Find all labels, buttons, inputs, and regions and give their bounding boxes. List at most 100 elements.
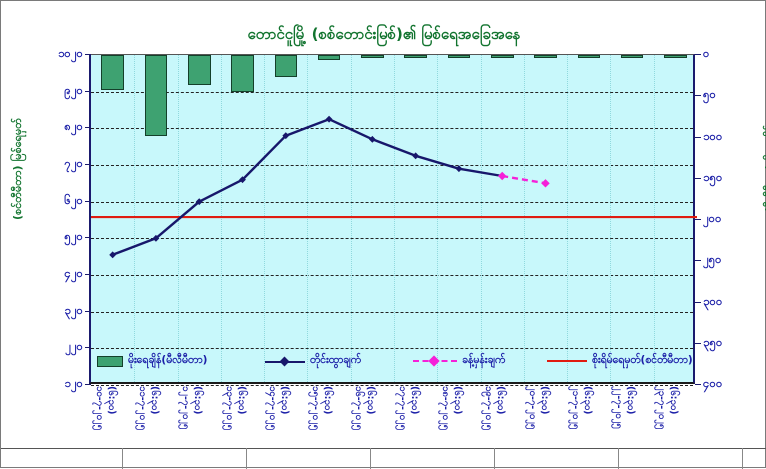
legend-item-label: စိုးရိမ်ရေမှတ်(စင်တီမီတာ) — [592, 353, 693, 366]
x-axis-tick-time: (၆:၃၀) — [625, 386, 637, 415]
x-axis-tick-time: (၆:၃၀) — [581, 386, 593, 415]
y-axis-left-tick-label: ၁၂၀ — [64, 376, 83, 390]
rainfall-bar — [664, 55, 687, 58]
rainfall-bar — [144, 55, 168, 136]
rainfall-bar — [188, 55, 211, 85]
y-axis-left-tickmark — [85, 200, 91, 202]
forecast-marker — [498, 171, 507, 181]
x-axis-ticks: ၁၀-၇-၂၀၂၅ (၆:၃၀) ၁၁-၇-၂၀၂၅ (၆:၃၀) ၁၂-၇-၂၀၂၅(… — [89, 386, 695, 464]
legend-line-marker-icon — [265, 356, 305, 367]
observed-marker — [282, 132, 290, 140]
forecast-line — [502, 174, 546, 185]
y-axis-left-tickmark — [85, 384, 91, 385]
y-axis-right-tickmark — [695, 95, 701, 97]
legend: မိုးရေချိန်(မီလီမီတာ) တိုင်းထွာချက် ခန့်မှ… — [97, 349, 693, 373]
gridline — [91, 165, 693, 166]
y-axis-right-tick-label: ၀ — [703, 46, 710, 60]
y-axis-left-tick-label: ၄၂၀ — [64, 266, 83, 280]
vertical-gridline — [610, 55, 612, 382]
x-axis-tick-time: (၆:၃၀) — [668, 386, 680, 415]
y-axis-left-tickmark — [85, 347, 91, 349]
y-axis-right-tick-label: ၃၅၀ — [703, 334, 723, 349]
gridline — [91, 128, 693, 130]
forecast-marker — [541, 179, 550, 188]
observed-marker — [412, 152, 420, 160]
y-axis-left-tick-label: ၃၂၀ — [64, 302, 83, 317]
observed-marker — [325, 115, 333, 123]
gridline — [91, 201, 693, 203]
vertical-gridline — [307, 55, 309, 382]
vertical-gridline — [134, 55, 136, 382]
rainfall-bar — [317, 55, 341, 60]
x-axis-tick-time: (၆:၃၀) — [148, 386, 160, 415]
y-axis-left-tickmark — [85, 237, 91, 239]
x-axis-tick-time: (၆:၃၀) — [192, 386, 204, 415]
gridline — [91, 311, 693, 313]
bottom-divider — [1, 448, 766, 449]
x-axis-tick-time: (၆:၃၀) — [538, 386, 550, 415]
legend-item: မိုးရေချိန်(မီလီမီတာ) — [97, 354, 207, 369]
rainfall-bar — [620, 55, 644, 59]
y-axis-left-tick-label: ၁၀၂၀ — [57, 46, 83, 60]
rainfall-bar — [491, 55, 514, 58]
legend-bar-swatch-icon — [97, 355, 123, 367]
legend-item: စိုးရိမ်ရေမှတ်(စင်တီမီတာ) — [547, 354, 693, 369]
bottom-divider-tick — [246, 448, 247, 469]
observed-marker — [455, 165, 463, 173]
vertical-gridline — [350, 55, 352, 382]
gridline — [91, 385, 693, 386]
rainfall-bar — [361, 55, 384, 58]
legend-item-label: ခန့်မှန်းချက် — [462, 353, 506, 366]
y-axis-right-tick-label: ၁၅၀ — [703, 169, 723, 184]
x-axis-tick-time: (၆:၃၀) — [278, 386, 290, 415]
gridline — [91, 238, 693, 240]
bottom-divider-tick — [370, 448, 371, 469]
bottom-divider-tick — [494, 448, 495, 469]
observed-marker — [368, 135, 376, 143]
observed-marker — [109, 251, 117, 259]
vertical-gridline — [437, 55, 439, 382]
y-axis-left-tickmark — [85, 274, 91, 275]
y-axis-left-tick-label: ၉၂၀ — [64, 82, 83, 97]
observed-line — [112, 117, 503, 256]
rainfall-bar — [577, 55, 600, 58]
y-axis-right-tickmark — [695, 219, 701, 220]
y-axis-right-tickmark — [695, 260, 701, 262]
vertical-gridline — [394, 55, 395, 382]
y-axis-right-tick-label: ၅၀ — [703, 87, 716, 102]
y-axis-left-tick-label: ၅၂၀ — [64, 229, 83, 244]
legend-red-line-icon — [547, 360, 587, 362]
y-axis-left-tick-label: ၂၂၀ — [65, 339, 83, 354]
y-axis-right-tick-label: ၂၀၀ — [703, 211, 722, 225]
y-axis-left-tickmark — [85, 310, 91, 312]
y-axis-right-tickmark — [695, 384, 701, 385]
gridline — [91, 348, 693, 350]
legend-item: တိုင်းထွာချက် — [265, 354, 361, 369]
observed-marker — [239, 176, 246, 184]
gridline — [91, 91, 693, 93]
bottom-divider-tick — [742, 448, 743, 469]
rainfall-bar — [404, 55, 427, 58]
y-axis-right-tickmark — [695, 301, 701, 303]
rainfall-bar — [534, 55, 557, 58]
y-axis-left-title: (စင်တီမီတာ) မြစ်ရေမှတ် — [11, 118, 24, 221]
legend-dashed-line-marker-icon — [413, 354, 457, 367]
x-axis-tick-time: (၆:၃၀) — [451, 386, 463, 415]
rainfall-bar — [274, 55, 297, 78]
vertical-gridline — [480, 55, 482, 382]
observed-marker — [152, 234, 160, 242]
plot-area — [89, 54, 697, 386]
rainfall-bar — [101, 55, 124, 90]
y-axis-right-tick-label: ၄၀၀ — [703, 376, 723, 390]
x-axis-tick-time: (၆:၃၀) — [408, 386, 420, 415]
legend-item-label: တိုင်းထွာချက် — [310, 353, 362, 366]
bottom-divider-tick — [122, 448, 123, 469]
legend-item-label: မိုးရေချိန်(မီလီမီတာ) — [128, 353, 208, 366]
vertical-gridline — [653, 55, 655, 382]
observed-marker — [195, 198, 203, 206]
y-axis-left-tick-label: ၈၂၀ — [64, 119, 83, 134]
vertical-gridline — [523, 55, 525, 382]
y-axis-left-tickmark — [85, 127, 91, 129]
y-axis-left-tickmark — [85, 164, 91, 165]
